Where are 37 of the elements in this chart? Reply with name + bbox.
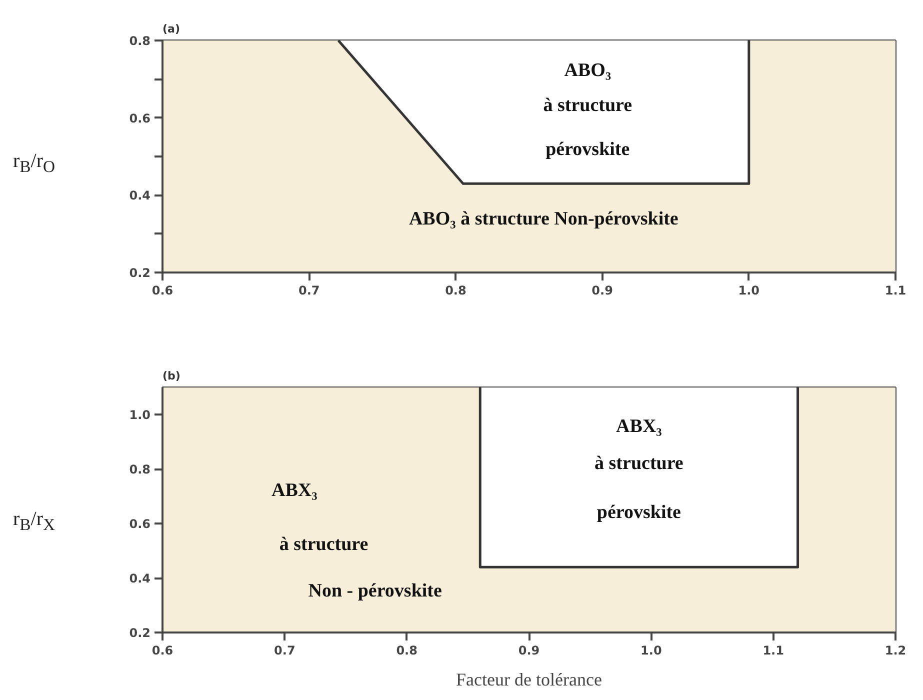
annotation: ABX₃ [616, 416, 662, 438]
x-tick-label: 1.1 [762, 644, 784, 658]
x-axis-title: Facteur de tolérance [456, 670, 602, 690]
annotation: pérovskite [596, 502, 681, 523]
annotation: à structure [279, 534, 368, 555]
annotation: ABO₃ à structure Non-pérovskite [408, 208, 678, 230]
y-tick-label: 0.8 [129, 34, 151, 48]
y-tick-label: 0.2 [129, 626, 151, 640]
y-tick-label: 0.6 [129, 111, 151, 126]
y-tick-label: 1.0 [129, 408, 151, 422]
annotation: ABO₃ [564, 60, 612, 82]
y-axis-title: r$_{B}$/r$_{X}$ [13, 507, 56, 536]
chart-title: (b) [162, 370, 180, 382]
y-tick-label: 0.8 [129, 462, 151, 477]
x-tick-label: 0.8 [445, 284, 466, 298]
y-tick-label: 0.2 [129, 266, 151, 280]
y-tick-label: 0.6 [129, 517, 151, 532]
x-tick-label: 0.7 [298, 284, 320, 298]
x-tick-label: 1.0 [640, 644, 662, 658]
x-tick-label: 0.6 [152, 284, 174, 298]
annotation: Non - pérovskite [308, 580, 442, 602]
x-tick-label: 1.0 [738, 284, 760, 298]
x-tick-label: 0.6 [152, 644, 174, 658]
y-tick-label: 0.4 [129, 572, 151, 586]
x-tick-label: 0.8 [396, 644, 418, 658]
annotation: pérovskite [546, 139, 630, 160]
x-tick-label: 0.9 [518, 644, 540, 658]
annotation: ABX₃ [272, 480, 318, 501]
x-tick-label: 0.7 [274, 644, 296, 658]
y-tick-label: 0.4 [129, 188, 151, 203]
x-tick-label: 0.9 [592, 284, 613, 298]
annotation: à structure [594, 452, 684, 474]
y-axis-title: r$_{B}$/r$_{O}$ [13, 149, 56, 178]
annotation: à structure [543, 94, 632, 116]
x-tick-label: 1.1 [884, 284, 906, 298]
chart-title: (a) [162, 22, 180, 36]
x-tick-label: 1.2 [884, 644, 906, 658]
